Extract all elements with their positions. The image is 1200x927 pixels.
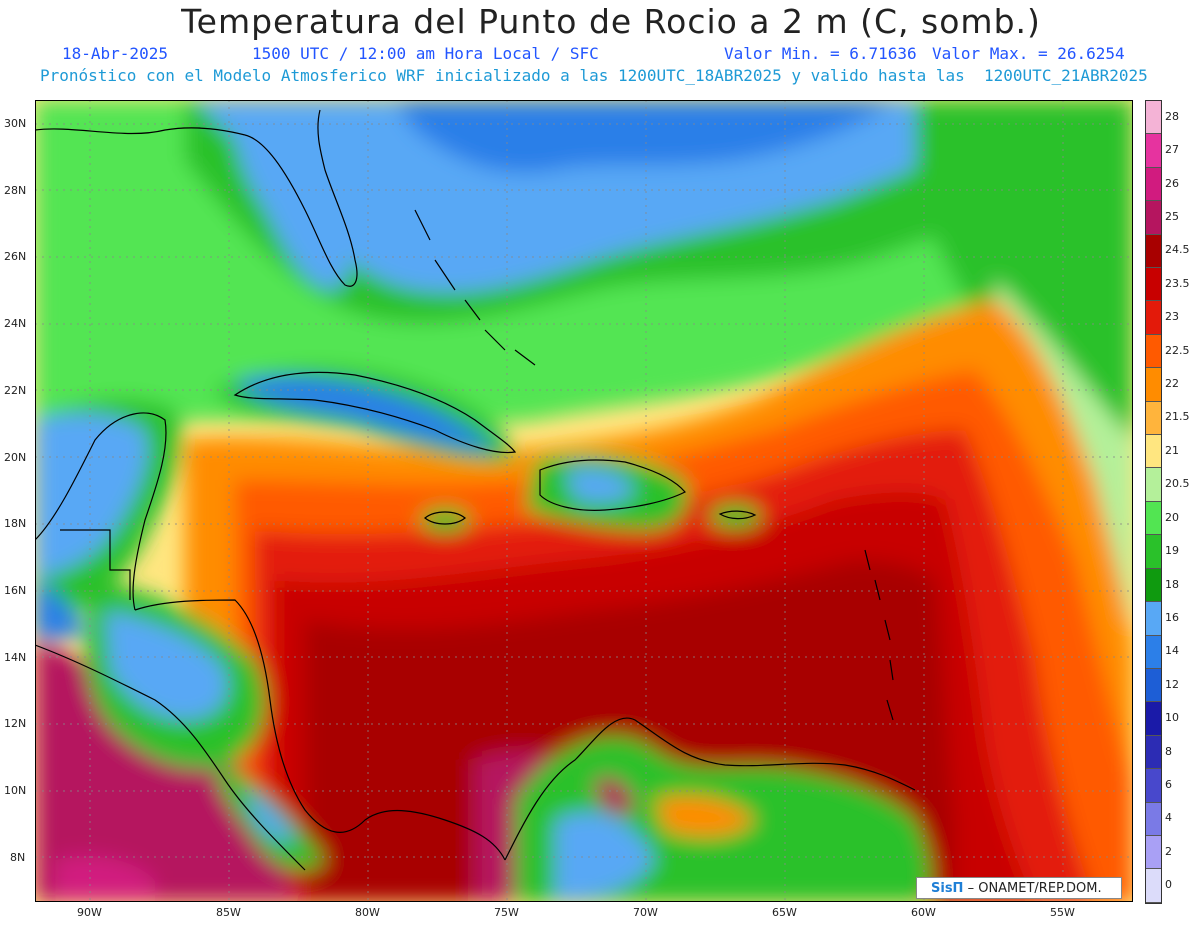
colorbar-swatch (1146, 802, 1161, 836)
lon-label: 85W (216, 906, 241, 919)
colorbar-label: 10 (1165, 711, 1179, 725)
colorbar-label: 20.5 (1165, 477, 1190, 491)
colorbar-label: 2 (1165, 844, 1172, 858)
colorbar-swatch (1146, 435, 1161, 469)
colorbar-label: 21.5 (1165, 410, 1190, 424)
colorbar-label: 28 (1165, 109, 1179, 123)
coast-cuba (233, 371, 517, 454)
coast-florida (244, 109, 358, 287)
colorbar-label: 6 (1165, 778, 1172, 792)
colorbar-swatch (1146, 602, 1161, 636)
colorbar-swatch (1146, 668, 1161, 703)
dewpoint-map (35, 100, 1133, 902)
colorbar-swatch (1146, 134, 1161, 168)
colorbar-label: 25 (1165, 209, 1179, 223)
lat-label: 20N (4, 451, 27, 464)
lat-label: 26N (4, 250, 27, 263)
min-value-label: Valor Min. = 6.71636 (724, 44, 917, 63)
colorbar-swatch (1146, 334, 1161, 369)
colorbar-swatch (1146, 501, 1161, 536)
coast-pacific (35, 644, 306, 871)
colorbar-label: 23.5 (1165, 276, 1190, 290)
lon-label: 65W (772, 906, 797, 919)
lat-label: 10N (4, 784, 27, 797)
colorbar-label: 18 (1165, 577, 1179, 591)
coast-south-america (504, 717, 916, 861)
colorbar-label: 22.5 (1165, 343, 1190, 357)
colorbar-label: 22 (1165, 377, 1179, 391)
lat-label: 18N (4, 517, 27, 530)
colorbar-swatch (1146, 635, 1161, 669)
lon-label: 75W (494, 906, 519, 919)
colorbar-swatch (1146, 869, 1161, 903)
lon-label: 90W (77, 906, 102, 919)
lat-label: 28N (4, 184, 27, 197)
map-title: Temperatura del Punto de Rocio a 2 m (C,… (181, 2, 1041, 41)
colorbar-swatch (1146, 301, 1161, 335)
colorbar-swatch (1146, 368, 1161, 402)
lat-label: 14N (4, 651, 27, 664)
colorbar-swatch (1146, 234, 1161, 269)
colorbar-swatch (1146, 769, 1161, 803)
colorbar-label: 16 (1165, 610, 1179, 624)
lon-label: 55W (1050, 906, 1075, 919)
colorbar-label: 21 (1165, 443, 1179, 457)
lat-label: 22N (4, 384, 27, 397)
colorbar-swatch (1146, 568, 1161, 603)
lat-label: 8N (10, 851, 26, 864)
colorbar-label: 12 (1165, 677, 1179, 691)
colorbar-label: 23 (1165, 310, 1179, 324)
colorbar-swatch (1146, 401, 1161, 436)
colorbar-swatch (1146, 468, 1161, 502)
time-label: 1500 UTC / 12:00 am Hora Local / SFC (252, 44, 599, 63)
colorbar-label: 0 (1165, 878, 1172, 892)
coast-puerto-rico (718, 510, 757, 520)
coast-central-america (134, 599, 506, 861)
lat-label: 12N (4, 717, 27, 730)
lon-label: 80W (355, 906, 380, 919)
colorbar-label: 14 (1165, 644, 1179, 658)
colorbar-label: 24.5 (1165, 243, 1190, 257)
credit-box: SisΠ – ONAMET/REP.DOM. (916, 877, 1122, 899)
lat-label: 30N (4, 117, 27, 130)
colorbar-swatch (1146, 702, 1161, 736)
colorbar-swatch (1146, 835, 1161, 870)
max-value-label: Valor Max. = 26.6254 (932, 44, 1125, 63)
lon-label: 60W (911, 906, 936, 919)
coast-yucatan (35, 412, 167, 611)
coast-gulf-north (35, 127, 246, 136)
colorbar-label: 8 (1165, 744, 1172, 758)
colorbar-swatch (1146, 735, 1161, 770)
colorbar-label: 26 (1165, 176, 1179, 190)
credit-text: – ONAMET/REP.DOM. (967, 881, 1102, 896)
colorbar-swatch (1146, 201, 1161, 235)
lat-label: 24N (4, 317, 27, 330)
border-mexico-guatemala (60, 529, 131, 600)
colorbar-swatch (1146, 101, 1161, 135)
colorbar-swatch (1146, 167, 1161, 202)
colorbar (1145, 100, 1162, 904)
subtitle: Pronóstico con el Modelo Atmosferico WRF… (40, 66, 1148, 85)
lat-label: 16N (4, 584, 27, 597)
lon-label: 70W (633, 906, 658, 919)
coast-bahamas (414, 209, 536, 366)
colorbar-label: 20 (1165, 510, 1179, 524)
colorbar-label: 4 (1165, 811, 1172, 825)
colorbar-swatch (1146, 268, 1161, 302)
coast-jamaica (424, 511, 466, 525)
coast-hispaniola (539, 459, 686, 511)
colorbar-label: 27 (1165, 143, 1179, 157)
date-label: 18-Abr-2025 (62, 44, 168, 63)
coast-lesser-antilles (864, 549, 894, 721)
colorbar-label: 19 (1165, 544, 1179, 558)
colorbar-swatch (1146, 535, 1161, 569)
sispi-logo: SisΠ (931, 881, 964, 896)
